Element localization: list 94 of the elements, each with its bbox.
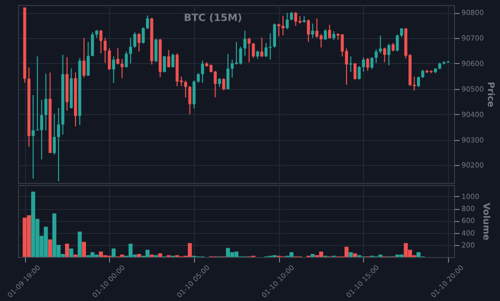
candlestick — [383, 46, 386, 63]
text: BTC (15M) — [184, 13, 242, 24]
candlestick — [104, 37, 107, 64]
candlestick — [311, 23, 314, 38]
bar — [188, 243, 192, 257]
candlestick — [349, 56, 352, 72]
bar — [44, 226, 48, 257]
bar — [289, 252, 294, 257]
y-axis-title: Price — [484, 82, 495, 108]
candlestick — [353, 62, 356, 80]
candlestick — [99, 29, 102, 54]
candlestick — [315, 18, 318, 38]
candlestick — [264, 42, 268, 58]
candlestick — [328, 24, 332, 40]
candlestick — [116, 48, 120, 66]
bar — [65, 244, 70, 257]
candlestick — [366, 57, 370, 72]
candlestick — [167, 50, 170, 68]
candlestick — [162, 55, 166, 73]
bar — [226, 248, 230, 257]
candlestick — [112, 56, 116, 84]
candlestick — [154, 38, 158, 62]
candlestick — [146, 14, 149, 30]
bar — [52, 213, 56, 257]
bar — [158, 253, 162, 257]
candlestick — [90, 32, 94, 57]
candlestick — [417, 76, 420, 88]
bar — [112, 248, 116, 257]
candlestick — [108, 48, 111, 70]
bar — [26, 215, 31, 257]
candlestick — [268, 32, 272, 60]
candlestick — [188, 86, 192, 115]
candlestick — [52, 113, 56, 156]
candlestick — [239, 46, 242, 66]
candlestick — [374, 48, 378, 64]
candlestick — [184, 80, 188, 98]
candlestick — [358, 66, 361, 80]
candlestick — [82, 38, 86, 78]
candlestick — [230, 59, 234, 78]
candlestick — [378, 35, 382, 54]
candlestick — [36, 56, 39, 131]
candlestick — [248, 37, 251, 63]
bar — [404, 243, 408, 257]
candlestick — [40, 99, 44, 160]
candlestick — [32, 94, 35, 180]
candlestick — [138, 32, 141, 52]
candlestick — [294, 11, 298, 26]
bar — [82, 242, 86, 257]
bar — [234, 252, 238, 257]
bar — [31, 192, 36, 257]
bar — [310, 254, 315, 257]
candlestick — [57, 107, 60, 182]
bar — [22, 218, 27, 257]
bar — [48, 239, 52, 257]
candlestick — [234, 41, 238, 66]
bar — [78, 232, 82, 257]
candlestick — [396, 34, 399, 52]
candlestick — [133, 32, 136, 48]
candlestick — [124, 51, 128, 68]
candlestick — [201, 60, 204, 84]
candlestick — [142, 26, 145, 44]
candlestick — [44, 73, 48, 131]
bar — [348, 252, 353, 257]
candlestick — [387, 43, 390, 66]
candlestick — [252, 42, 255, 58]
bar — [69, 248, 74, 257]
candlestick — [196, 72, 200, 84]
bar — [90, 252, 94, 257]
bar — [344, 246, 349, 257]
y-axis-title: Volume — [480, 202, 490, 240]
bar — [416, 252, 421, 257]
bar — [137, 254, 142, 257]
candlestick — [129, 37, 132, 64]
bar — [230, 252, 234, 257]
candlestick — [324, 28, 327, 41]
candlestick — [86, 41, 90, 76]
candlestick — [226, 53, 230, 90]
candlestick — [222, 78, 226, 91]
candlestick — [171, 52, 174, 68]
candlestick — [306, 18, 310, 42]
candlestick — [260, 37, 264, 58]
bar — [98, 252, 103, 257]
candlestick — [192, 80, 196, 109]
candlestick — [273, 23, 276, 48]
bar — [352, 253, 357, 257]
candlestick — [370, 56, 374, 70]
candlestick — [320, 33, 323, 48]
candlestick — [286, 12, 289, 30]
candlestick — [362, 56, 365, 72]
candlestick — [120, 58, 124, 79]
bar — [128, 244, 133, 257]
bar — [319, 252, 324, 257]
candlestick — [243, 30, 246, 56]
bar — [145, 250, 150, 257]
